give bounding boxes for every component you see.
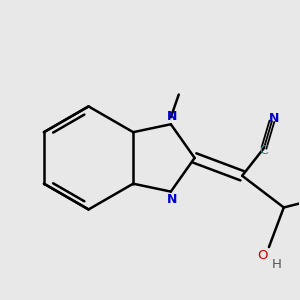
Text: N: N (167, 193, 177, 206)
Text: N: N (167, 110, 177, 123)
Text: O: O (258, 248, 268, 262)
Text: H: H (272, 258, 282, 272)
Text: N: N (269, 112, 279, 125)
Text: C: C (260, 143, 268, 157)
